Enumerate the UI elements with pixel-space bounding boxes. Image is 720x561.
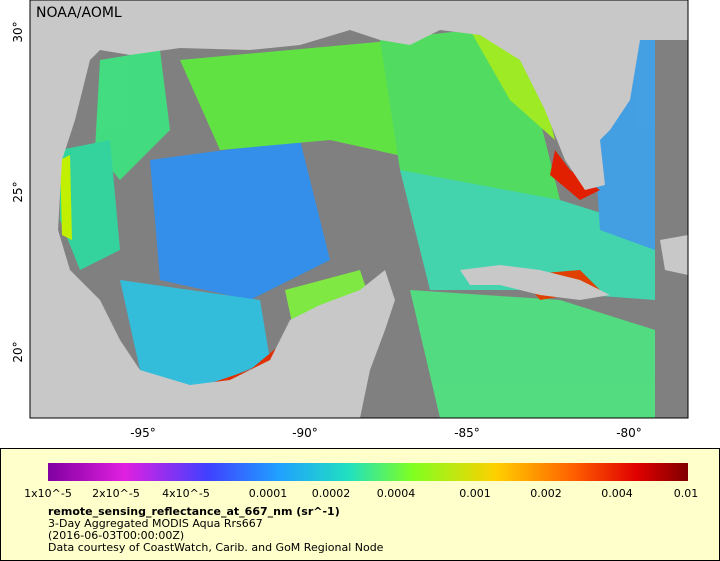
coastal-high bbox=[205, 335, 290, 395]
scale-label: 0.004 bbox=[601, 487, 633, 500]
lat-label: 20° bbox=[11, 341, 25, 362]
variable-name: remote_sensing_reflectance_at_667_nm (sr… bbox=[48, 505, 340, 518]
colorbar bbox=[48, 463, 688, 481]
lon-labels: -95° -90° -85° -80° bbox=[130, 426, 642, 440]
no-data bbox=[655, 0, 688, 418]
scale-labels: 1x10^-5 2x10^-5 4x10^-5 0.0001 0.0002 0.… bbox=[24, 487, 698, 500]
time: (2016-06-03T00:00:00Z) bbox=[48, 529, 184, 542]
coastal-high bbox=[60, 155, 72, 240]
scale-label: 0.0001 bbox=[249, 487, 288, 500]
scale-label: 0.0002 bbox=[312, 487, 351, 500]
lat-label: 25° bbox=[11, 181, 25, 202]
lon-label: -95° bbox=[130, 426, 156, 440]
credit: NOAA/AOML bbox=[36, 5, 122, 21]
lat-labels: 30° 25° 20° bbox=[11, 21, 25, 362]
scale-label: 0.001 bbox=[459, 487, 491, 500]
scale-label: 0.002 bbox=[530, 487, 562, 500]
dataset-name: 3-Day Aggregated MODIS Aqua Rrs667 bbox=[48, 517, 263, 530]
map: NOAA/AOML bbox=[30, 0, 688, 418]
scale-label: 2x10^-5 bbox=[92, 487, 140, 500]
lon-label: -90° bbox=[292, 426, 318, 440]
lon-label: -80° bbox=[616, 426, 642, 440]
land bbox=[30, 0, 688, 418]
map-frame bbox=[29, 0, 689, 419]
scale-label: 1x10^-5 bbox=[24, 487, 72, 500]
scale-label: 0.0004 bbox=[377, 487, 416, 500]
lat-label: 30° bbox=[11, 21, 25, 42]
lon-label: -85° bbox=[454, 426, 480, 440]
scale-label: 4x10^-5 bbox=[162, 487, 210, 500]
courtesy: Data courtesy of CoastWatch, Carib. and … bbox=[48, 541, 384, 554]
scale-label: 0.01 bbox=[674, 487, 699, 500]
